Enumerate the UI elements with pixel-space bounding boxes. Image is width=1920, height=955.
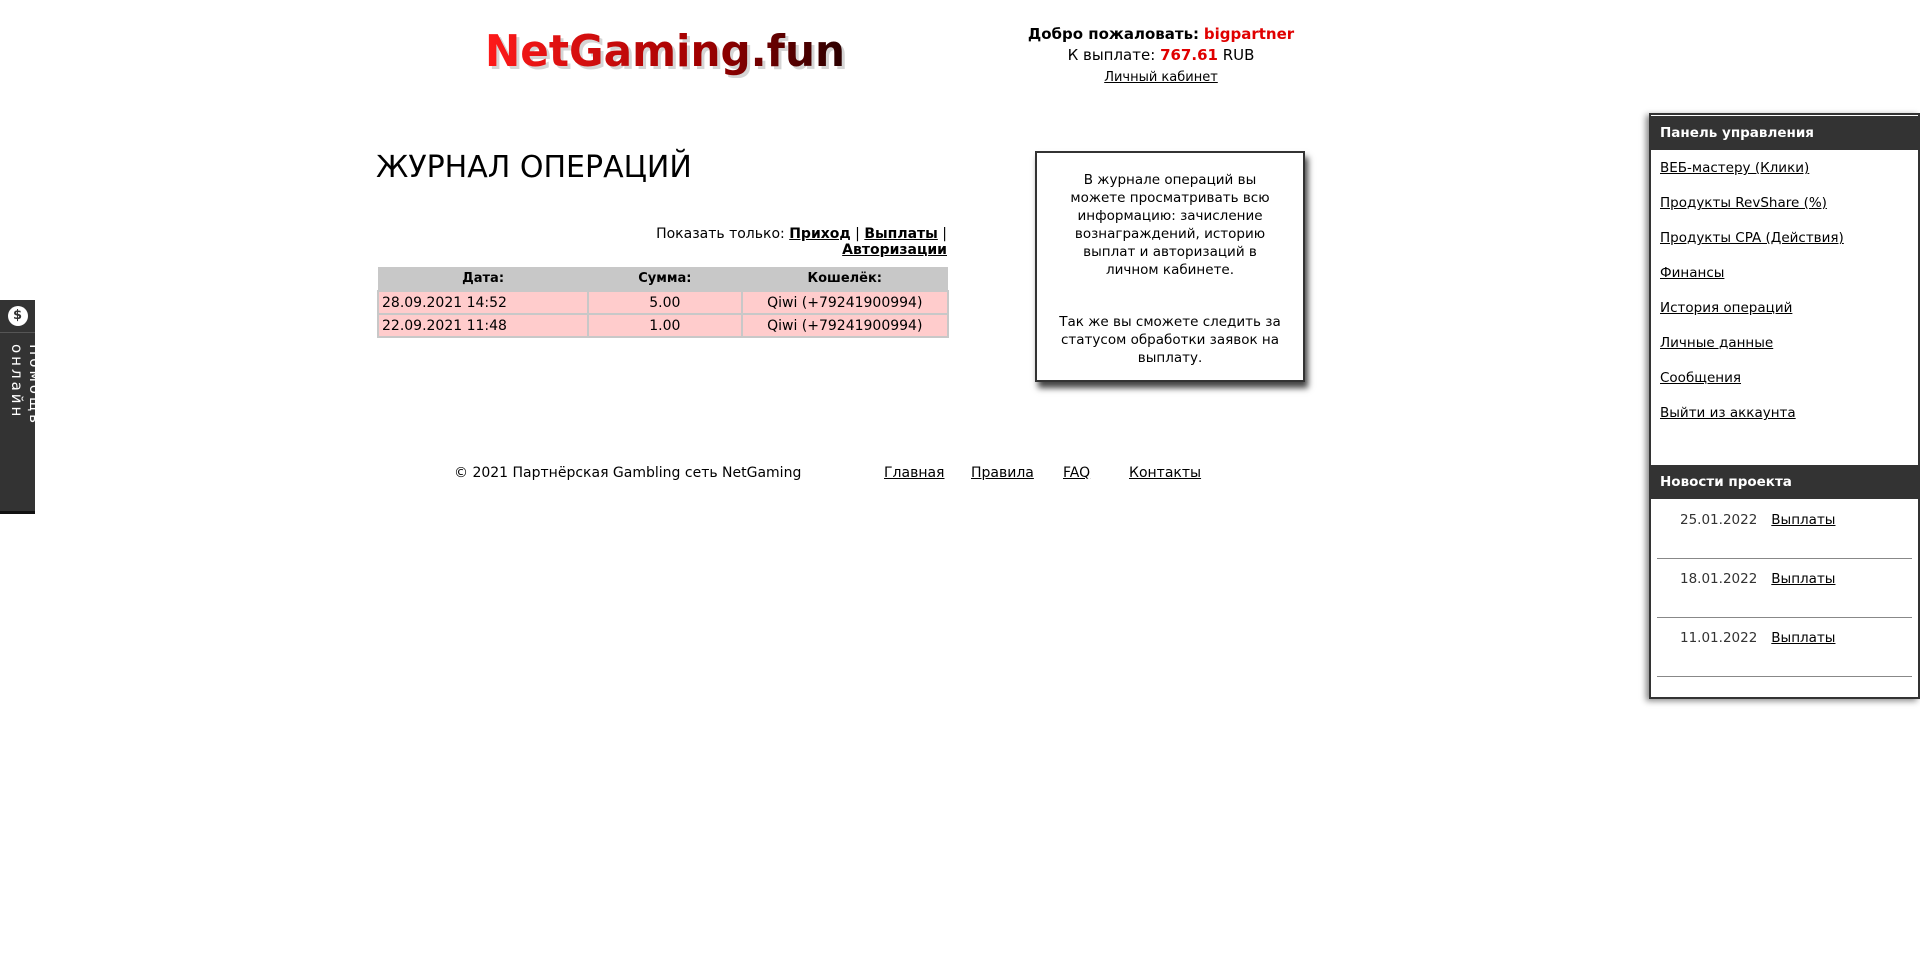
help-online-tab[interactable]: $ Помощь онлайн [0,300,44,514]
table-row: 28.09.2021 14:52 5.00 Qiwi (+79241900994… [376,290,949,315]
menu-finance[interactable]: Финансы [1660,265,1725,281]
cabinet-link[interactable]: Личный кабинет [1104,70,1218,85]
svg-text:NetGaming.fun: NetGaming.fun [485,26,845,77]
col-date: Дата: [378,267,589,291]
menu-logout[interactable]: Выйти из аккаунта [1660,405,1796,421]
operations-table: Дата: Сумма: Кошелёк: 28.09.2021 14:52 5… [376,267,949,338]
cell-wallet: Qiwi (+79241900994) [740,313,949,338]
username: bigpartner [1203,25,1295,43]
table-row: 22.09.2021 11:48 1.00 Qiwi (+79241900994… [376,313,949,338]
payout-amount: 767.61 [1160,46,1218,64]
cell-wallet: Qiwi (+79241900994) [740,290,949,315]
cell-amount: 5.00 [587,290,743,315]
svg-text:NetGaming.fun: NetGaming.fun [488,29,848,78]
help-label: Помощь онлайн [8,344,44,426]
logo[interactable]: NetGaming.fun NetGaming.fun [481,22,853,78]
user-info: Добро пожаловать: bigpartner К выплате: … [1000,24,1322,88]
menu-webmaster[interactable]: ВЕБ-мастеру (Клики) [1660,160,1810,176]
panel-menu: ВЕБ-мастеру (Клики) Продукты RevShare (%… [1651,151,1918,431]
filter-label: Показать только: [656,226,785,242]
info-text: Так же вы сможете следить за статусом об… [1059,314,1281,366]
currency: RUB [1222,46,1255,64]
filter-income[interactable]: Приход [789,226,851,242]
news-link[interactable]: Выплаты [1771,512,1836,528]
news-link[interactable]: Выплаты [1771,571,1836,587]
separator: | [855,226,860,242]
menu-cpa[interactable]: Продукты CPA (Действия) [1660,230,1844,246]
cell-date: 22.09.2021 11:48 [376,313,590,338]
menu-messages[interactable]: Сообщения [1660,370,1742,386]
menu-history[interactable]: История операций [1660,300,1793,316]
footer-link-faq[interactable]: FAQ [1063,465,1091,481]
filter-payouts[interactable]: Выплаты [864,226,938,242]
page-title: ЖУРНАЛ ОПЕРАЦИЙ [376,150,692,185]
cell-date: 28.09.2021 14:52 [376,290,590,315]
menu-personal[interactable]: Личные данные [1660,335,1774,351]
payout-label: К выплате: [1067,46,1156,64]
separator: | [942,226,947,242]
welcome-label: Добро пожаловать: [1027,25,1200,43]
news-date: 11.01.2022 [1680,630,1758,646]
menu-revshare[interactable]: Продукты RevShare (%) [1660,195,1827,211]
news-item: 25.01.2022 Выплаты [1657,500,1912,559]
cell-amount: 1.00 [587,313,743,338]
news-title: Новости проекта [1651,465,1918,499]
news-item: 11.01.2022 Выплаты [1657,618,1912,677]
filter-bar: Показать только: Приход | Выплаты | Авто… [560,226,947,258]
filter-auth[interactable]: Авторизации [842,242,947,258]
news-date: 18.01.2022 [1680,571,1758,587]
panel-title: Панель управления [1651,116,1918,150]
info-text: В журнале операций вы можете просматрива… [1070,172,1270,278]
copyright: © 2021 Партнёрская Gambling сеть NetGami… [454,465,802,481]
news-item: 18.01.2022 Выплаты [1657,559,1912,618]
info-box: В журнале операций вы можете просматрива… [1035,151,1305,382]
footer-link-contacts[interactable]: Контакты [1129,465,1202,481]
footer-link-rules[interactable]: Правила [971,465,1034,481]
col-amount: Сумма: [588,267,742,291]
news-date: 25.01.2022 [1680,512,1758,528]
footer-link-home[interactable]: Главная [884,465,945,481]
dollar-chat-icon: $ [0,300,35,333]
col-wallet: Кошелёк: [741,267,948,291]
table-header: Дата: Сумма: Кошелёк: [378,267,948,291]
news-link[interactable]: Выплаты [1771,630,1836,646]
control-panel: Панель управления ВЕБ-мастеру (Клики) Пр… [1649,113,1920,699]
